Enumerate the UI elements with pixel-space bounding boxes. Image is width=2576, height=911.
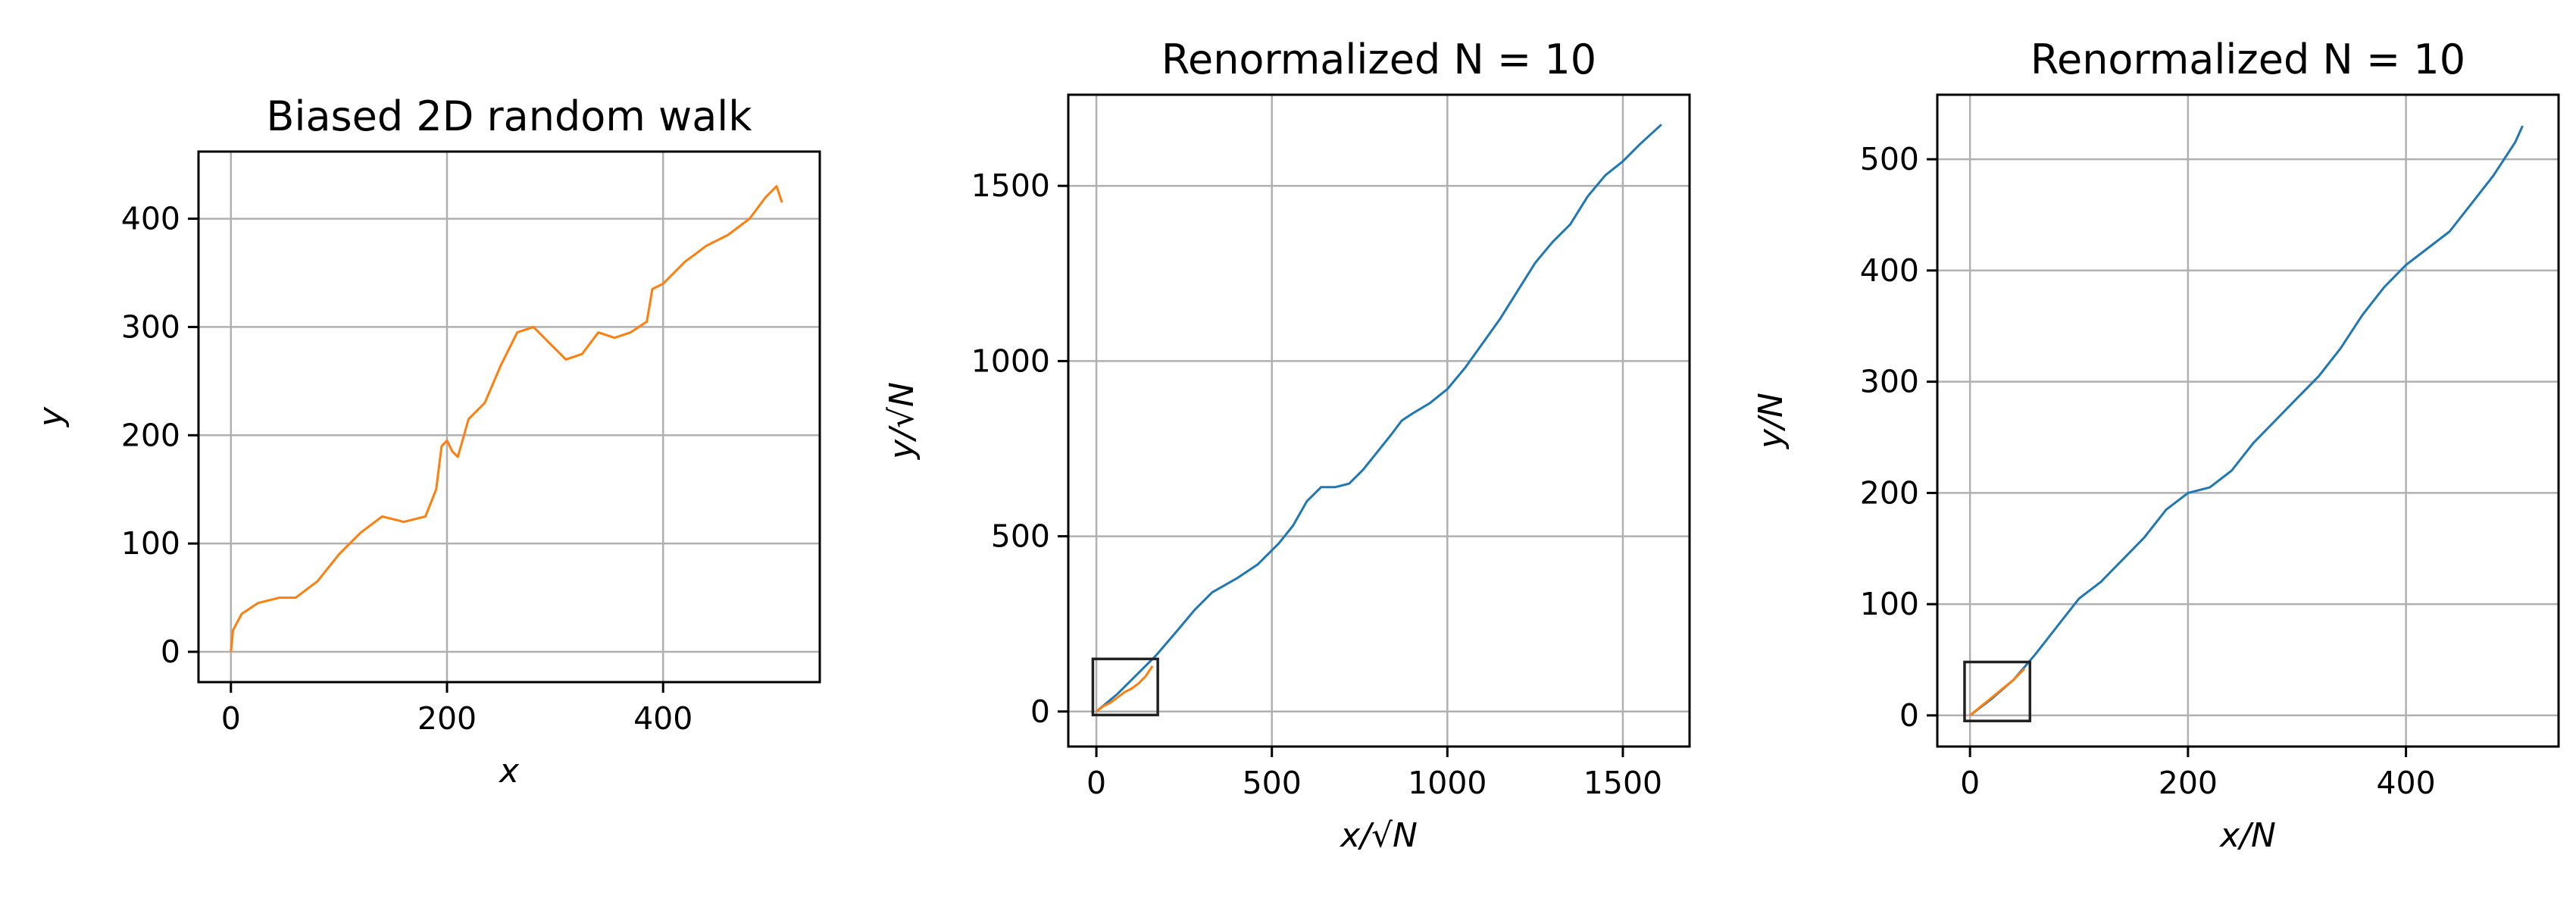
y-tick-label: 100 bbox=[1860, 586, 1919, 622]
x-axis-label: x bbox=[498, 752, 520, 790]
x-tick-label: 1500 bbox=[1583, 765, 1662, 801]
y-tick-label: 200 bbox=[121, 417, 180, 453]
y-axis-label: y/√N bbox=[883, 382, 921, 461]
axes-frame bbox=[197, 150, 821, 684]
y-tick-label: 500 bbox=[1860, 141, 1919, 177]
y-tick-label: 0 bbox=[1899, 697, 1919, 734]
chart-panel-2: 0 500 1000 1500 0 500 1000 1500 Renormalized N =… bbox=[883, 36, 1691, 855]
x-tick-label: 500 bbox=[1243, 765, 1302, 801]
y-tick-label: 1500 bbox=[971, 167, 1050, 204]
axes-frame bbox=[1067, 93, 1691, 748]
axes-frame bbox=[1936, 93, 2560, 748]
y-tick-label: 200 bbox=[1860, 474, 1919, 511]
series-line-2 bbox=[1096, 665, 1154, 712]
chart-title: Biased 2D random walk bbox=[266, 92, 752, 140]
series-line-1 bbox=[1969, 125, 2524, 717]
y-tick-label: 400 bbox=[1860, 252, 1919, 289]
x-tick-label: 1000 bbox=[1408, 765, 1487, 801]
x-tick-label: 200 bbox=[2159, 765, 2218, 801]
y-tick-label: 300 bbox=[1860, 364, 1919, 400]
x-tick-label: 400 bbox=[2376, 765, 2435, 801]
series-line-2 bbox=[1969, 668, 2026, 717]
x-tick-label: 0 bbox=[1960, 765, 1980, 801]
series-line-1 bbox=[1096, 124, 1662, 712]
chart-title: Renormalized N = 10 bbox=[2030, 36, 2465, 83]
y-tick-label: 1000 bbox=[971, 343, 1050, 379]
x-axis-label: x/√N bbox=[1339, 816, 1418, 855]
y-tick-label: 0 bbox=[161, 634, 180, 670]
y-tick-label: 300 bbox=[121, 308, 180, 345]
x-tick-label: 200 bbox=[417, 700, 477, 737]
series-line-1 bbox=[230, 185, 783, 653]
inset-box bbox=[1963, 660, 2032, 722]
y-tick-label: 100 bbox=[121, 525, 180, 562]
inset-box bbox=[1091, 657, 1159, 717]
y-tick-label: 0 bbox=[1030, 693, 1050, 730]
chart-panel-3: 0 200 400 0 100 200 300 400 500 Renormalized N = … bbox=[1752, 36, 2560, 855]
chart-title: Renormalized N = 10 bbox=[1161, 36, 1596, 83]
x-tick-label: 400 bbox=[633, 700, 692, 737]
x-tick-label: 0 bbox=[1086, 765, 1106, 801]
chart-panel-1: 0 200 400 0 100 200 300 400 Biased 2D random wal… bbox=[32, 92, 821, 790]
x-tick-label: 0 bbox=[221, 700, 241, 737]
x-axis-label: x/N bbox=[2218, 816, 2276, 855]
y-axis-label: y/N bbox=[1752, 393, 1790, 450]
y-axis-label: y bbox=[32, 406, 70, 428]
y-tick-label: 500 bbox=[991, 518, 1050, 555]
y-tick-label: 400 bbox=[121, 201, 180, 237]
